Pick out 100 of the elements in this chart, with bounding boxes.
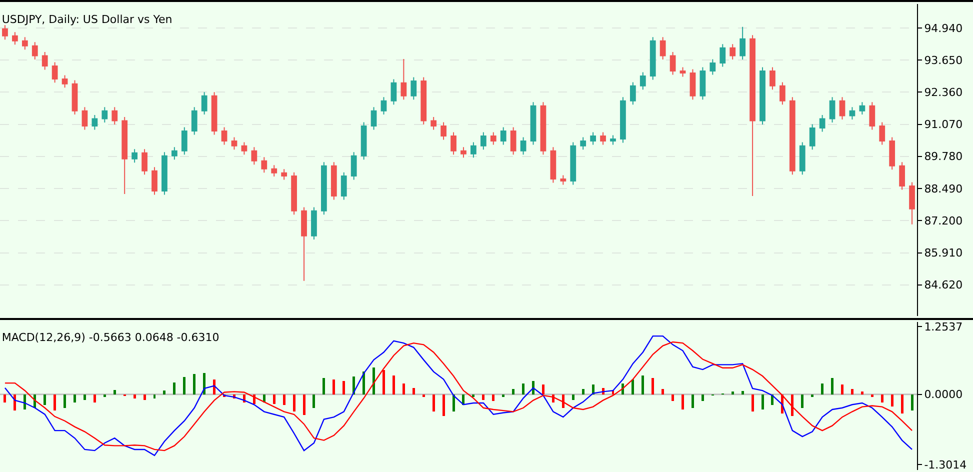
candlestick (680, 66, 686, 78)
candlestick (42, 52, 48, 70)
candlestick (660, 36, 666, 60)
candlestick (291, 172, 297, 216)
candlestick (859, 102, 866, 116)
bar (761, 394, 764, 410)
candlestick (271, 164, 278, 178)
candlestick (450, 132, 456, 156)
candlestick (789, 96, 796, 176)
y-tick-label: 91.070 (924, 118, 963, 132)
candlestick (181, 126, 188, 156)
bar (890, 394, 894, 406)
bar (860, 392, 864, 394)
bar (362, 372, 366, 394)
bar (332, 379, 336, 394)
candlestick (32, 42, 38, 60)
candlestick (410, 76, 417, 100)
bar (442, 394, 445, 416)
candlestick (321, 162, 327, 216)
bar (292, 394, 296, 412)
candlestick (400, 58, 407, 100)
bar (4, 394, 6, 402)
candlestick (102, 106, 108, 124)
bar (652, 378, 654, 394)
bar (272, 394, 276, 404)
candlestick (52, 62, 58, 84)
bar (193, 374, 196, 394)
candlestick (819, 114, 826, 132)
candlestick (710, 58, 716, 76)
bar (811, 394, 814, 398)
candlestick (730, 44, 736, 60)
candlestick (650, 36, 656, 80)
bar (632, 379, 634, 394)
text: MACD(12,26,9) -0.5663 0.0648 -0.6310 (2, 330, 220, 344)
bar (282, 394, 286, 406)
bar (422, 394, 425, 398)
candlestick (261, 156, 268, 174)
bar (691, 394, 694, 408)
candlestick (580, 136, 586, 150)
bar (432, 394, 435, 412)
candlestick (630, 82, 636, 106)
bar (93, 394, 96, 402)
candlestick (500, 126, 506, 146)
candlestick (829, 96, 836, 124)
bar (103, 394, 106, 398)
bar (322, 378, 326, 394)
bar (731, 392, 734, 394)
y-tick-label: 92.360 (924, 86, 963, 99)
bar (452, 394, 455, 412)
candlestick (12, 32, 18, 46)
candlestick (839, 96, 846, 120)
bar (74, 394, 76, 402)
bar (83, 394, 86, 400)
bar (701, 394, 704, 401)
bar (402, 384, 405, 394)
candlestick (570, 142, 576, 186)
candlestick (720, 44, 726, 68)
candlestick (390, 78, 397, 106)
bar (342, 380, 346, 394)
candlestick (520, 136, 526, 156)
candlestick (909, 182, 915, 225)
y-tick-label: 1.2537 (924, 320, 963, 334)
candlestick (620, 96, 626, 144)
candlestick (22, 36, 28, 50)
bar (900, 394, 904, 414)
candlestick (311, 206, 317, 240)
bar (662, 388, 664, 394)
bar (213, 379, 216, 394)
bar (562, 394, 564, 408)
candlestick (470, 142, 476, 158)
bar (482, 394, 485, 400)
bar (302, 394, 306, 415)
candlestick (82, 106, 88, 130)
bar (312, 394, 316, 408)
bar (412, 388, 415, 394)
candlestick (540, 102, 546, 156)
text: USDJPY, Daily: US Dollar vs Yen (2, 12, 172, 26)
candlestick (201, 92, 208, 116)
candlestick (590, 132, 596, 146)
y-tick-label: 85.910 (924, 246, 963, 260)
bar (143, 394, 146, 400)
candlestick (690, 68, 696, 100)
candlestick (700, 66, 706, 100)
bar (841, 384, 844, 394)
candlestick (72, 80, 78, 116)
bar (54, 394, 56, 411)
candlestick (370, 106, 377, 130)
bar (672, 394, 674, 401)
bar (502, 394, 505, 398)
bar (64, 394, 66, 408)
bar (821, 384, 824, 394)
candlestick (62, 74, 68, 88)
candlestick (480, 132, 486, 150)
bar (163, 390, 166, 394)
y-tick-label: 87.200 (924, 214, 963, 228)
y-tick-label: 84.620 (924, 278, 963, 292)
bar (880, 394, 884, 402)
bar (831, 378, 834, 394)
candlestick (112, 106, 118, 126)
bar (741, 391, 744, 394)
